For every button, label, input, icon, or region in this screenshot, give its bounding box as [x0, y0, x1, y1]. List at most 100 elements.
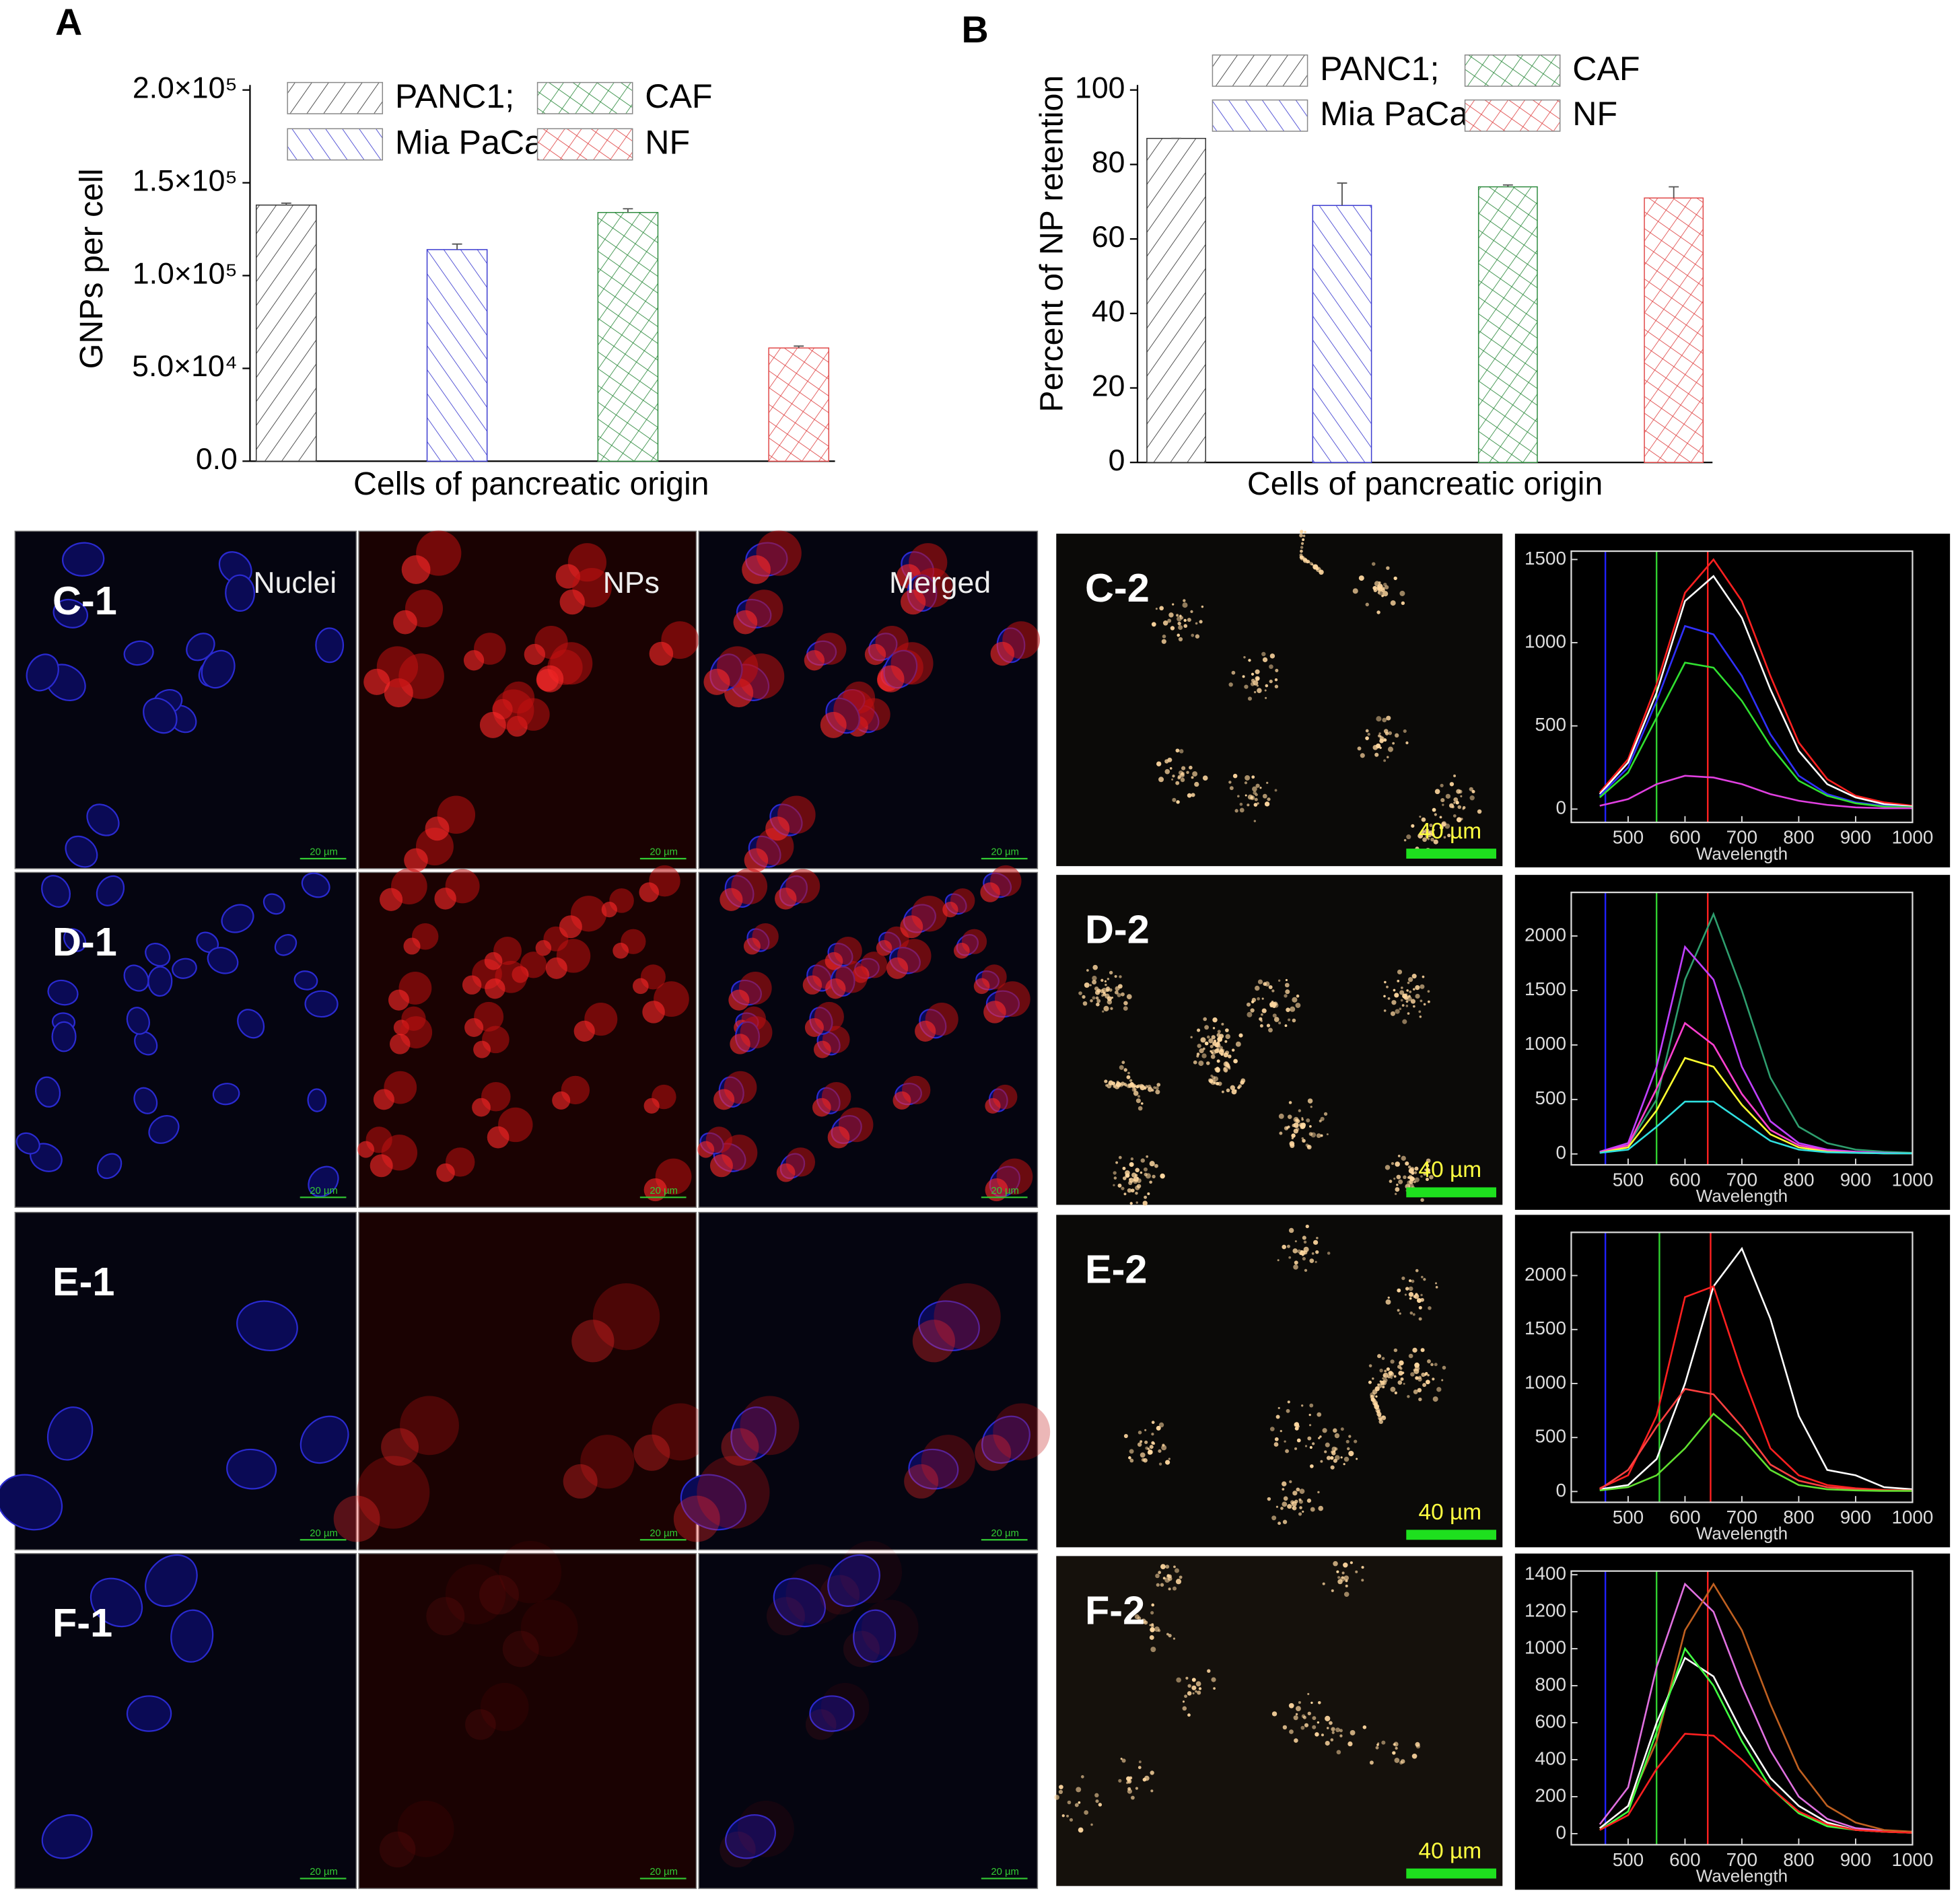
nanoparticle	[1331, 1589, 1334, 1592]
y-tick-label: 500	[1535, 1087, 1566, 1108]
nanoparticle	[1441, 1379, 1444, 1382]
nanoparticle	[1376, 610, 1380, 614]
nanoparticle	[1144, 1172, 1148, 1176]
nanoparticle	[1233, 1059, 1238, 1064]
nanoparticle	[1333, 1458, 1337, 1463]
nanoparticle	[1217, 1030, 1221, 1034]
nucleus	[126, 1007, 150, 1035]
nanoparticle	[1257, 688, 1262, 693]
x-tick-label: 800	[1783, 1507, 1814, 1528]
nanoparticle	[1436, 1387, 1442, 1392]
nanoparticle	[1119, 1065, 1124, 1070]
nanoparticle	[1319, 1435, 1322, 1438]
nanoparticle	[1120, 1081, 1125, 1086]
nanoparticle	[1123, 1434, 1128, 1439]
nanoparticle	[1318, 1437, 1321, 1439]
nanoparticle	[1320, 1116, 1325, 1121]
np-signal	[915, 1020, 936, 1042]
nanoparticle	[1220, 1039, 1222, 1042]
np-signal	[333, 1495, 380, 1542]
nanoparticle	[1302, 1715, 1306, 1719]
nanoparticle	[1412, 1313, 1415, 1316]
nanoparticle	[1407, 1395, 1410, 1398]
nucleus	[46, 1406, 94, 1461]
nanoparticle	[1334, 1447, 1338, 1451]
np-signal	[642, 1001, 665, 1024]
nanoparticle	[1390, 1376, 1393, 1379]
nanoparticle	[1455, 801, 1459, 805]
nanoparticle	[1376, 1744, 1379, 1746]
nanoparticle	[1286, 1408, 1290, 1413]
nanoparticle	[1255, 783, 1260, 788]
nanoparticle	[1284, 1126, 1289, 1131]
nanoparticle	[1202, 1047, 1205, 1050]
nanoparticle	[1080, 1775, 1084, 1779]
y-tick-label: 0.0	[196, 443, 238, 476]
x-tick-label: 900	[1840, 1170, 1871, 1190]
np-signal	[480, 1682, 529, 1731]
nanoparticle	[1284, 994, 1288, 998]
nucleus	[725, 1814, 776, 1859]
nanoparticle	[1382, 1374, 1386, 1377]
np-signal	[713, 1089, 735, 1110]
np-signal	[592, 1283, 660, 1351]
nanoparticle	[1200, 1037, 1206, 1043]
np-signal	[864, 643, 886, 666]
row-label: C-1	[53, 578, 117, 623]
nanoparticle	[1171, 778, 1174, 781]
nanoparticle	[1094, 1793, 1099, 1798]
nanoparticle	[1160, 1564, 1166, 1570]
nanoparticle	[1292, 1507, 1294, 1509]
nanoparticle	[1422, 975, 1425, 978]
nanoparticle	[1308, 1414, 1311, 1416]
nanoparticle	[1146, 1155, 1149, 1158]
nanoparticle	[1304, 1268, 1308, 1272]
nanoparticle	[1406, 989, 1409, 992]
nanoparticle	[1136, 1178, 1142, 1183]
np-signal	[720, 1831, 756, 1868]
nanoparticle	[1307, 1711, 1311, 1715]
nanoparticle	[1149, 1624, 1152, 1626]
nanoparticle	[1261, 1013, 1263, 1016]
y-axis-label: Percent of NP retention	[1033, 75, 1070, 413]
nanoparticle	[1252, 786, 1257, 792]
nanoparticle	[1278, 1021, 1282, 1025]
nanoparticle	[1333, 1428, 1337, 1433]
nucleus	[90, 1577, 143, 1628]
nanoparticle	[1309, 1258, 1315, 1264]
nanoparticle	[1123, 1001, 1128, 1005]
nanoparticle	[1348, 1435, 1352, 1438]
nanoparticle	[1346, 1447, 1350, 1451]
nanoparticle	[1191, 633, 1195, 637]
nanoparticle	[1443, 836, 1446, 839]
np-signal	[697, 1141, 715, 1158]
np-signal	[363, 668, 390, 695]
nanoparticle	[1453, 801, 1456, 804]
nanoparticle	[1381, 1379, 1387, 1386]
nanoparticle	[1418, 1375, 1422, 1379]
nanoparticle	[1383, 1009, 1387, 1012]
nucleus	[62, 542, 105, 577]
nanoparticle	[1271, 1711, 1278, 1717]
nanoparticle	[1273, 1442, 1279, 1447]
nanoparticle	[1116, 1081, 1119, 1084]
nucleus	[63, 928, 87, 952]
nanoparticle	[1339, 1729, 1343, 1733]
nanoparticle	[1453, 797, 1459, 802]
nanoparticle	[1368, 1380, 1372, 1384]
np-signal	[580, 1435, 635, 1489]
nanoparticle	[1407, 1180, 1411, 1185]
spectrum-line	[1599, 558, 1913, 807]
nanoparticle	[1293, 1116, 1299, 1122]
nucleus	[226, 1448, 277, 1490]
nanoparticle	[1414, 1177, 1420, 1182]
nanoparticle	[1278, 1521, 1282, 1526]
nanoparticle	[1278, 1113, 1284, 1119]
nanoparticle	[1149, 1635, 1154, 1640]
nanoparticle	[1156, 1425, 1161, 1431]
spectrum-line	[1599, 1246, 1913, 1491]
nanoparticle	[1066, 1814, 1070, 1818]
nanoparticle	[1219, 1034, 1224, 1039]
nanoparticle	[1224, 1050, 1230, 1055]
nanoparticle	[1216, 1041, 1220, 1045]
